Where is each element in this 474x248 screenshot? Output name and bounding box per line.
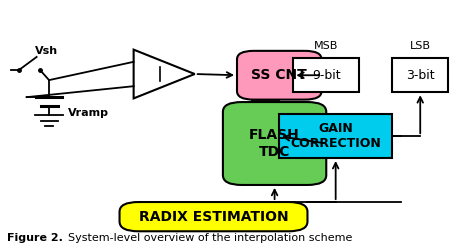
Text: 3-bit: 3-bit: [406, 69, 435, 82]
Text: SS CNT: SS CNT: [251, 68, 307, 82]
FancyBboxPatch shape: [119, 202, 308, 231]
FancyBboxPatch shape: [223, 102, 326, 185]
Text: LSB: LSB: [410, 41, 431, 51]
Text: Vsh: Vsh: [35, 46, 58, 56]
Text: MSB: MSB: [314, 41, 338, 51]
FancyBboxPatch shape: [237, 51, 321, 100]
Text: Figure 2.: Figure 2.: [7, 233, 63, 244]
Bar: [293, 58, 359, 92]
Text: 9-bit: 9-bit: [312, 69, 341, 82]
Text: Vramp: Vramp: [68, 108, 109, 118]
Bar: [392, 58, 448, 92]
Text: System-level overview of the interpolation scheme: System-level overview of the interpolati…: [61, 233, 352, 244]
Text: GAIN
CORRECTION: GAIN CORRECTION: [290, 122, 381, 150]
Text: RADIX ESTIMATION: RADIX ESTIMATION: [139, 210, 288, 224]
Text: FLASH
TDC: FLASH TDC: [249, 128, 300, 159]
Bar: [279, 114, 392, 158]
